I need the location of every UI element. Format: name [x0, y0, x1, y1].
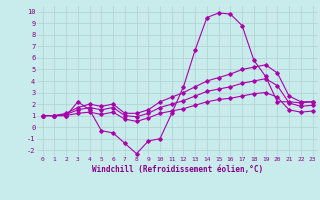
X-axis label: Windchill (Refroidissement éolien,°C): Windchill (Refroidissement éolien,°C): [92, 165, 263, 174]
